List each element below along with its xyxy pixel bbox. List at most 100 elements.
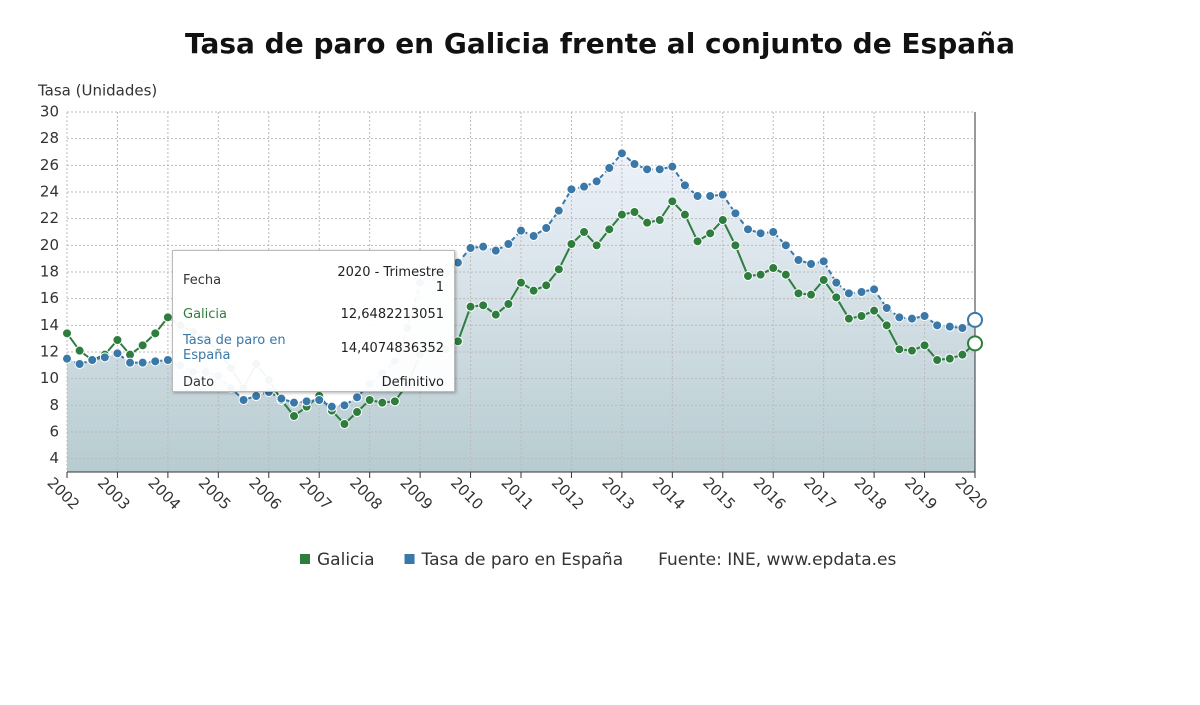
- tooltip-cell: Fecha: [183, 272, 222, 288]
- data-point: [869, 284, 880, 295]
- data-point: [856, 311, 867, 321]
- y-tick-label: 6: [49, 423, 59, 441]
- data-point: [99, 352, 110, 363]
- data-point: [74, 359, 85, 369]
- data-point: [289, 411, 299, 421]
- tooltip-cell: 12,6482213051: [340, 306, 444, 322]
- data-point: [314, 395, 325, 405]
- y-tick-label: 28: [40, 129, 59, 147]
- data-point: [894, 344, 905, 355]
- y-tick-label: 18: [40, 263, 59, 281]
- legend-swatch: [300, 554, 310, 564]
- x-tick-label: 2010: [447, 474, 487, 514]
- data-point: [881, 303, 892, 313]
- data-point: [516, 277, 526, 288]
- data-point: [957, 349, 968, 360]
- data-point: [944, 353, 955, 364]
- tooltip: Fecha 2020 - Trimestre 1 Galicia 12,6482213…: [172, 250, 455, 392]
- y-tick-label: 20: [40, 236, 59, 254]
- data-point: [906, 345, 917, 356]
- x-tick-label: 2005: [195, 474, 235, 514]
- data-point: [717, 215, 728, 225]
- data-point: [87, 355, 98, 365]
- data-point: [932, 355, 943, 365]
- data-point: [566, 184, 577, 195]
- data-point: [642, 164, 653, 175]
- data-point: [616, 209, 627, 220]
- data-point: [906, 313, 917, 324]
- data-point: [112, 348, 123, 359]
- x-tick-label: 2009: [397, 474, 437, 514]
- y-tick-label: 26: [40, 156, 59, 174]
- data-point: [62, 328, 72, 339]
- x-tick-label: 2003: [94, 474, 134, 514]
- data-point: [339, 400, 350, 411]
- data-point: [667, 196, 678, 207]
- x-tick-label: 2008: [346, 474, 386, 514]
- data-point: [692, 191, 703, 201]
- x-tick-label: 2002: [43, 474, 83, 514]
- data-point: [352, 392, 363, 403]
- legend-label: Tasa de paro en España: [421, 550, 624, 570]
- chart-title: Tasa de paro en Galicia frente al conjun…: [185, 27, 1015, 60]
- data-point: [289, 397, 299, 408]
- data-point: [730, 208, 741, 219]
- data-point: [967, 335, 983, 352]
- data-point: [642, 217, 653, 228]
- data-point: [932, 320, 943, 331]
- data-point: [301, 396, 312, 407]
- data-point: [818, 256, 829, 267]
- data-point: [629, 159, 640, 169]
- data-point: [894, 312, 905, 323]
- y-tick-label: 24: [40, 183, 59, 201]
- data-point: [793, 255, 804, 265]
- y-tick-label: 4: [49, 449, 59, 467]
- x-tick-label: 2013: [598, 474, 638, 514]
- data-point: [137, 357, 148, 368]
- data-point: [579, 181, 590, 192]
- y-tick-label: 14: [40, 316, 59, 334]
- data-point: [818, 275, 829, 285]
- data-point: [755, 269, 766, 280]
- x-tick-label: 2012: [548, 474, 588, 514]
- data-point: [919, 340, 930, 351]
- data-point: [591, 176, 602, 187]
- data-point: [717, 189, 728, 200]
- data-point: [516, 225, 526, 236]
- data-point: [326, 401, 337, 412]
- data-point: [150, 328, 161, 339]
- y-tick-label: 30: [40, 103, 59, 121]
- y-tick-label: 12: [40, 343, 59, 361]
- x-tick-label: 2014: [649, 474, 689, 514]
- data-point: [679, 180, 690, 191]
- x-tick-label: 2020: [951, 474, 991, 514]
- data-point: [768, 227, 779, 237]
- data-point: [352, 407, 363, 417]
- data-point: [957, 323, 968, 333]
- data-point: [843, 288, 854, 299]
- x-tick-label: 2017: [800, 474, 840, 514]
- data-point: [112, 335, 123, 345]
- data-point: [881, 320, 892, 331]
- data-point: [490, 245, 501, 256]
- data-point: [831, 277, 842, 288]
- data-point: [730, 240, 741, 251]
- data-point: [276, 393, 287, 404]
- y-tick-label: 16: [40, 289, 59, 307]
- data-point: [705, 191, 716, 201]
- data-point: [604, 224, 615, 235]
- data-point: [339, 419, 350, 429]
- data-point: [768, 263, 779, 273]
- data-point: [780, 240, 791, 251]
- data-point: [616, 148, 627, 159]
- data-point: [654, 215, 665, 225]
- data-point: [944, 321, 955, 332]
- data-point: [869, 305, 880, 316]
- legend-label: Galicia: [317, 550, 375, 570]
- data-point: [967, 311, 983, 328]
- data-point: [478, 241, 489, 252]
- data-point: [503, 299, 514, 309]
- data-point: [919, 311, 930, 321]
- data-point: [364, 395, 375, 405]
- data-point: [755, 228, 766, 239]
